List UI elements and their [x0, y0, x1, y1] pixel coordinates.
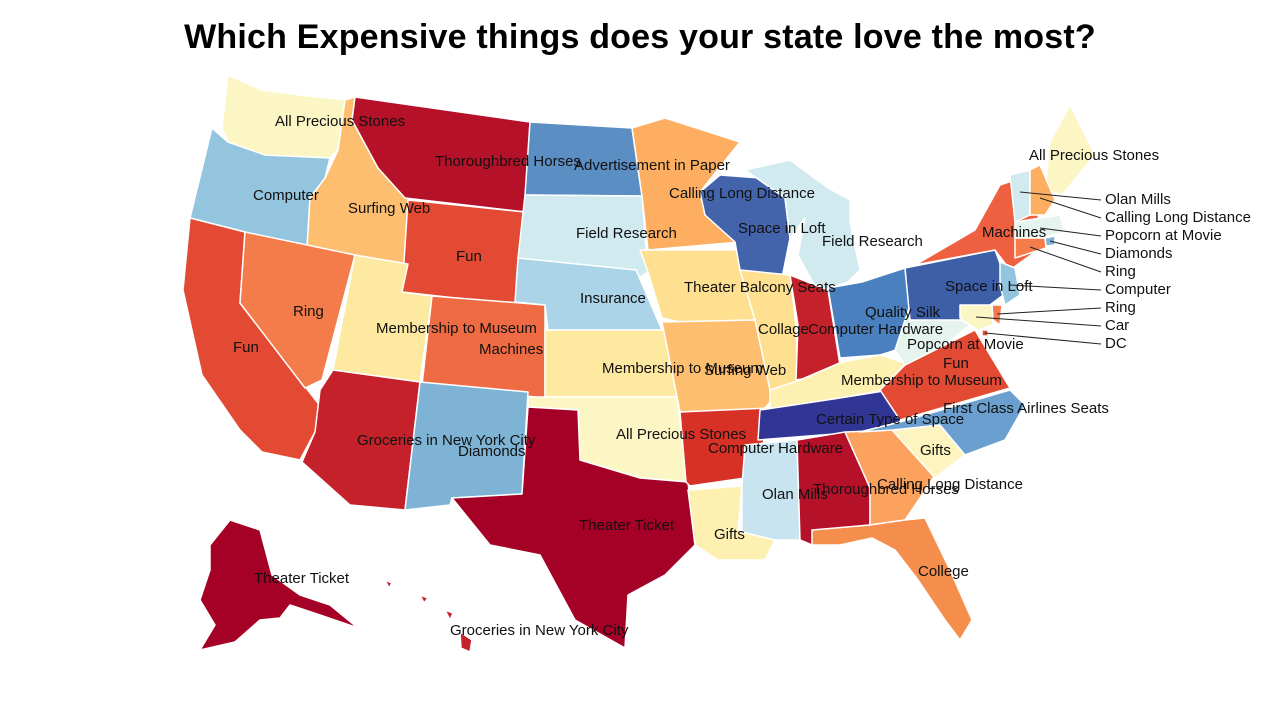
- state-label-co: Machines: [479, 341, 543, 358]
- state-label-az: Groceries in New York City: [357, 432, 536, 449]
- callout-label-de: Ring: [1105, 299, 1136, 316]
- state-ma[interactable]: [1014, 214, 1066, 239]
- leader-line-de: [996, 307, 1102, 315]
- state-nh[interactable]: [1029, 164, 1056, 216]
- state-label-me: All Precious Stones: [1029, 147, 1159, 164]
- state-label-nm: Diamonds: [458, 443, 526, 460]
- state-label-in: Computer Hardware: [808, 321, 943, 338]
- callout-label-dc: DC: [1105, 335, 1127, 352]
- leader-line-nj: [1009, 284, 1102, 291]
- state-label-mo: Surfing Web: [704, 362, 786, 379]
- leader-line-ct: [1029, 246, 1102, 273]
- callout-label-nh: Calling Long Distance: [1105, 209, 1251, 226]
- state-label-mi: Field Research: [822, 233, 923, 250]
- state-label-ca: Fun: [233, 339, 259, 356]
- state-label-tx: Theater Ticket: [579, 517, 675, 534]
- labels-layer: All Precious Stones Computer Fun Surfing We…: [233, 113, 1251, 639]
- state-label-id: Surfing Web: [348, 200, 430, 217]
- leader-line-nh: [1039, 197, 1102, 219]
- state-label-nv: Ring: [293, 303, 324, 320]
- leader-lines: [975, 191, 1102, 345]
- state-wa[interactable]: [221, 74, 346, 159]
- state-label-wy: Fun: [456, 248, 482, 265]
- state-fl[interactable]: [811, 517, 973, 641]
- state-label-il: Collage: [758, 321, 809, 338]
- state-label-la: Gifts: [714, 526, 745, 543]
- state-label-ar: Computer Hardware: [708, 440, 843, 457]
- state-label-hi: Groceries in New York City: [450, 622, 629, 639]
- callout-label-ct: Ring: [1105, 263, 1136, 280]
- state-label-ks: Membership to Museum: [602, 360, 763, 377]
- leader-line-dc: [984, 332, 1102, 345]
- state-label-al: Thoroughbred Horses: [813, 481, 959, 498]
- state-label-ak: Theater Ticket: [254, 570, 350, 587]
- state-label-nc: First Class Airlines Seats: [943, 400, 1109, 417]
- callout-label-md: Car: [1105, 317, 1129, 334]
- state-label-or: Computer: [253, 187, 319, 204]
- state-label-tn: Certain Type of Space: [816, 411, 964, 428]
- state-label-sd: Field Research: [576, 225, 677, 242]
- state-label-ut: Membership to Museum: [376, 320, 537, 337]
- state-label-ms: Olan Mills: [762, 486, 828, 503]
- state-mi[interactable]: [744, 159, 861, 293]
- state-sd[interactable]: [517, 194, 649, 281]
- states-layer: [182, 74, 1096, 653]
- state-hi[interactable]: [384, 579, 473, 653]
- state-label-ia: Theater Balcony Seats: [684, 279, 836, 296]
- state-wi[interactable]: [699, 174, 791, 279]
- callout-label-ma: Popcorn at Movie: [1105, 227, 1222, 244]
- state-ak[interactable]: [199, 519, 359, 651]
- state-nj[interactable]: [999, 261, 1021, 306]
- state-label-ky: Membership to Museum: [841, 372, 1002, 389]
- state-label-ga: Calling Long Distance: [877, 476, 1023, 493]
- state-ct[interactable]: [1014, 237, 1047, 259]
- leader-line-md: [975, 316, 1102, 327]
- state-tx[interactable]: [451, 406, 696, 649]
- leader-line-ri: [1049, 240, 1102, 255]
- page-title: Which Expensive things does your state l…: [184, 18, 1096, 56]
- state-label-mn: Calling Long Distance: [669, 185, 815, 202]
- state-label-pa: Space in Loft: [945, 278, 1033, 295]
- state-label-wv: Popcorn at Movie: [907, 336, 1024, 353]
- state-label-ne: Insurance: [580, 290, 646, 307]
- callout-label-nj: Computer: [1105, 281, 1171, 298]
- state-nc[interactable]: [859, 389, 1026, 456]
- state-label-wi: Space in Loft: [738, 220, 826, 237]
- state-label-nd: Advertisement in Paper: [574, 157, 730, 174]
- state-label-ny: Machines: [982, 224, 1046, 241]
- state-label-mt: Thoroughbred Horses: [435, 153, 581, 170]
- state-nv[interactable]: [239, 231, 356, 389]
- state-label-ok: All Precious Stones: [616, 426, 746, 443]
- state-label-wa: All Precious Stones: [275, 113, 405, 130]
- state-label-va: Fun: [943, 355, 969, 372]
- callout-label-vt: Olan Mills: [1105, 191, 1171, 208]
- state-label-sc: Gifts: [920, 442, 951, 459]
- leader-line-ma: [1039, 227, 1102, 237]
- leader-line-vt: [1019, 191, 1102, 201]
- callout-label-ri: Diamonds: [1105, 245, 1173, 262]
- state-label-oh: Quality Silk: [865, 304, 941, 321]
- state-label-fl: College: [918, 563, 969, 580]
